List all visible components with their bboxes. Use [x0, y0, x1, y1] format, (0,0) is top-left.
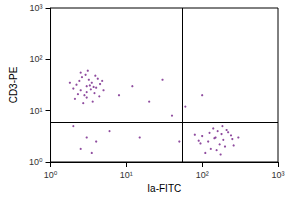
svg-text:Ia-FITC: Ia-FITC: [147, 183, 181, 194]
svg-text:10¹: 10¹: [30, 106, 43, 116]
svg-text:10³: 10³: [271, 170, 284, 180]
svg-text:10⁰: 10⁰: [44, 170, 58, 180]
svg-text:10¹: 10¹: [120, 170, 133, 180]
svg-text:10²: 10²: [30, 54, 43, 64]
svg-text:10³: 10³: [30, 3, 43, 13]
svg-text:CD3-PE: CD3-PE: [8, 66, 19, 103]
svg-text:10²: 10²: [196, 170, 209, 180]
svg-text:10⁰: 10⁰: [29, 157, 43, 167]
